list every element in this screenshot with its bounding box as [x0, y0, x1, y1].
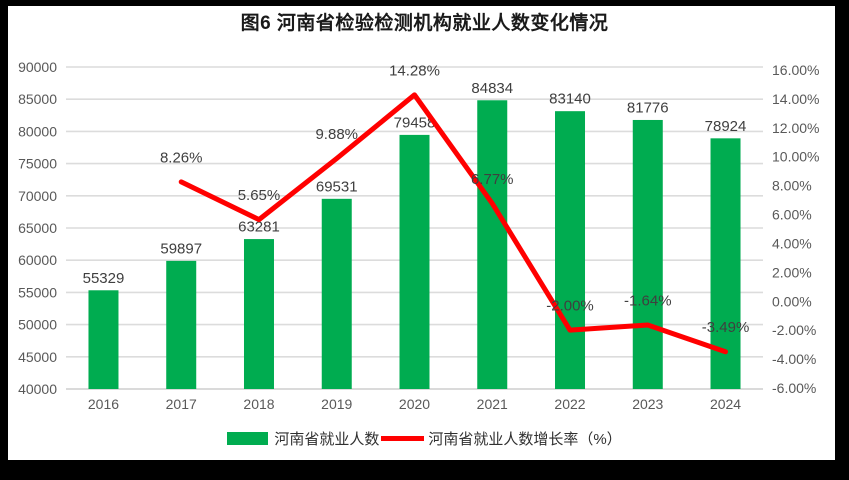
employment-bar: [243, 239, 274, 389]
bar-swatch-icon: [227, 432, 269, 445]
bar-value-label: 78924: [705, 118, 747, 135]
x-axis-category-label: 2017: [166, 396, 197, 412]
employment-bar: [477, 100, 508, 389]
legend: 河南省就业人数 河南省就业人数增长率（%）: [0, 428, 849, 449]
left-axis-tick-label: 45000: [18, 349, 57, 365]
legend-label-employment: 河南省就业人数: [274, 431, 380, 448]
x-axis-category-label: 2023: [632, 396, 663, 412]
growth-line: [178, 92, 729, 355]
growth-value-label: 9.88%: [315, 126, 358, 143]
employment-bar: [166, 260, 197, 389]
left-axis-tick-label: 70000: [18, 188, 57, 204]
right-axis-tick-label: 2.00%: [772, 264, 812, 280]
employment-bar: [88, 290, 119, 389]
right-axis-tick-label: -6.00%: [772, 380, 816, 396]
growth-value-label: 5.65%: [238, 187, 281, 204]
x-axis-category-label: 2021: [477, 396, 508, 412]
right-axis-tick-label: 10.00%: [772, 149, 819, 165]
left-axis-tick-label: 90000: [18, 59, 57, 75]
employment-bar: [399, 134, 430, 389]
left-axis-tick-label: 40000: [18, 381, 57, 397]
right-axis-tick-label: 8.00%: [772, 178, 812, 194]
bar-value-label: 83140: [549, 91, 591, 108]
right-axis-tick-label: 14.00%: [772, 91, 819, 107]
x-axis-category-label: 2019: [321, 396, 352, 412]
x-axis-category-label: 2024: [710, 396, 741, 412]
bar-value-label: 55329: [83, 270, 125, 287]
left-axis-tick-label: 60000: [18, 252, 57, 268]
left-axis-tick-label: 50000: [18, 317, 57, 333]
bar-value-label: 81776: [627, 99, 669, 116]
right-axis-tick-label: 16.00%: [772, 62, 819, 78]
right-axis-tick-label: -2.00%: [772, 322, 816, 338]
left-axis-tick-label: 80000: [18, 123, 57, 139]
legend-item-employment: 河南省就业人数: [227, 428, 379, 449]
legend-label-growth: 河南省就业人数增长率（%）: [428, 431, 622, 448]
right-axis-tick-label: -4.00%: [772, 351, 816, 367]
employment-bar: [321, 198, 352, 389]
growth-value-label: 8.26%: [160, 149, 203, 166]
right-axis-tick-label: 0.00%: [772, 293, 812, 309]
growth-value-label: 6.77%: [471, 171, 514, 188]
growth-value-label: 14.28%: [389, 62, 440, 79]
bar-value-label: 63281: [238, 219, 280, 236]
right-axis-tick-label: 12.00%: [772, 120, 819, 136]
left-axis-tick-label: 55000: [18, 284, 57, 300]
x-axis-category-label: 2018: [243, 396, 274, 412]
left-axis-tick-label: 75000: [18, 156, 57, 172]
left-axis-tick-label: 85000: [18, 91, 57, 107]
bar-value-label: 84834: [471, 80, 513, 97]
employment-bar: [555, 111, 586, 389]
x-axis-category-label: 2020: [399, 396, 430, 412]
chart-title: 图6 河南省检验检测机构就业人数变化情况: [240, 13, 609, 34]
bar-value-label: 69531: [316, 178, 358, 195]
growth-value-label: -2.00%: [546, 298, 594, 315]
growth-value-label: -3.49%: [702, 319, 750, 336]
left-axis-tick-label: 65000: [18, 220, 57, 236]
employment-bar: [632, 119, 663, 390]
bar-value-label: 79458: [394, 114, 436, 131]
right-axis-tick-label: 4.00%: [772, 235, 812, 251]
legend-item-growth: 河南省就业人数增长率（%）: [379, 428, 622, 449]
x-axis-category-label: 2022: [554, 396, 585, 412]
bar-value-label: 59897: [160, 240, 202, 257]
growth-value-label: -1.64%: [624, 292, 672, 309]
right-axis-tick-label: 6.00%: [772, 207, 812, 223]
x-axis-category-label: 2016: [88, 396, 119, 412]
line-swatch-icon: [381, 436, 425, 441]
